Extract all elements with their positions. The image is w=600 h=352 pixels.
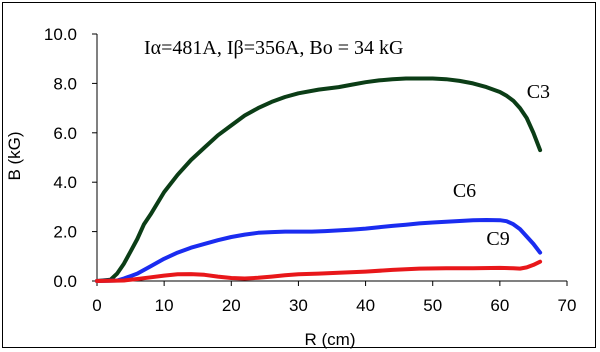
x-tick-label: 50 [423,296,442,315]
x-axis-title: R (cm) [305,330,356,349]
x-tick-label: 20 [222,296,241,315]
x-tick-label: 10 [155,296,174,315]
x-axis-ticks: 0 10 20 30 40 50 60 70 [92,281,576,315]
series-label-c6: C6 [453,180,476,202]
x-tick-label: 40 [356,296,375,315]
chart-frame [2,2,596,348]
y-tick-label: 10.0 [44,25,77,44]
series-label-c3: C3 [527,81,550,103]
y-tick-label: 0.0 [53,272,77,291]
series-line-c9 [95,259,543,283]
y-tick-label: 4.0 [53,173,77,192]
series-label-c9: C9 [486,228,509,250]
x-tick-label: 0 [92,296,101,315]
y-tick-label: 2.0 [53,223,77,242]
data-lines [95,76,543,283]
x-tick-label: 30 [289,296,308,315]
series-labels: C3 C6 C9 [453,81,550,250]
series-line-c3 [95,76,543,283]
y-tick-label: 8.0 [53,74,77,93]
y-axis-title: B (kG) [5,131,24,180]
x-tick-label: 70 [558,296,577,315]
x-tick-label: 60 [490,296,509,315]
series-line-c6 [95,218,543,283]
axes [96,34,567,282]
y-axis-ticks: 0.0 2.0 4.0 6.0 8.0 10.0 [44,25,97,291]
chart-annotation: Iα=481A, Iβ=356A, Bo = 34 kG [144,37,403,59]
y-tick-label: 6.0 [53,124,77,143]
